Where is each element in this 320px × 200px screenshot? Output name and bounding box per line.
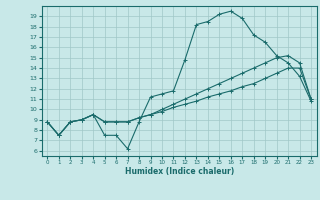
X-axis label: Humidex (Indice chaleur): Humidex (Indice chaleur) [124, 167, 234, 176]
